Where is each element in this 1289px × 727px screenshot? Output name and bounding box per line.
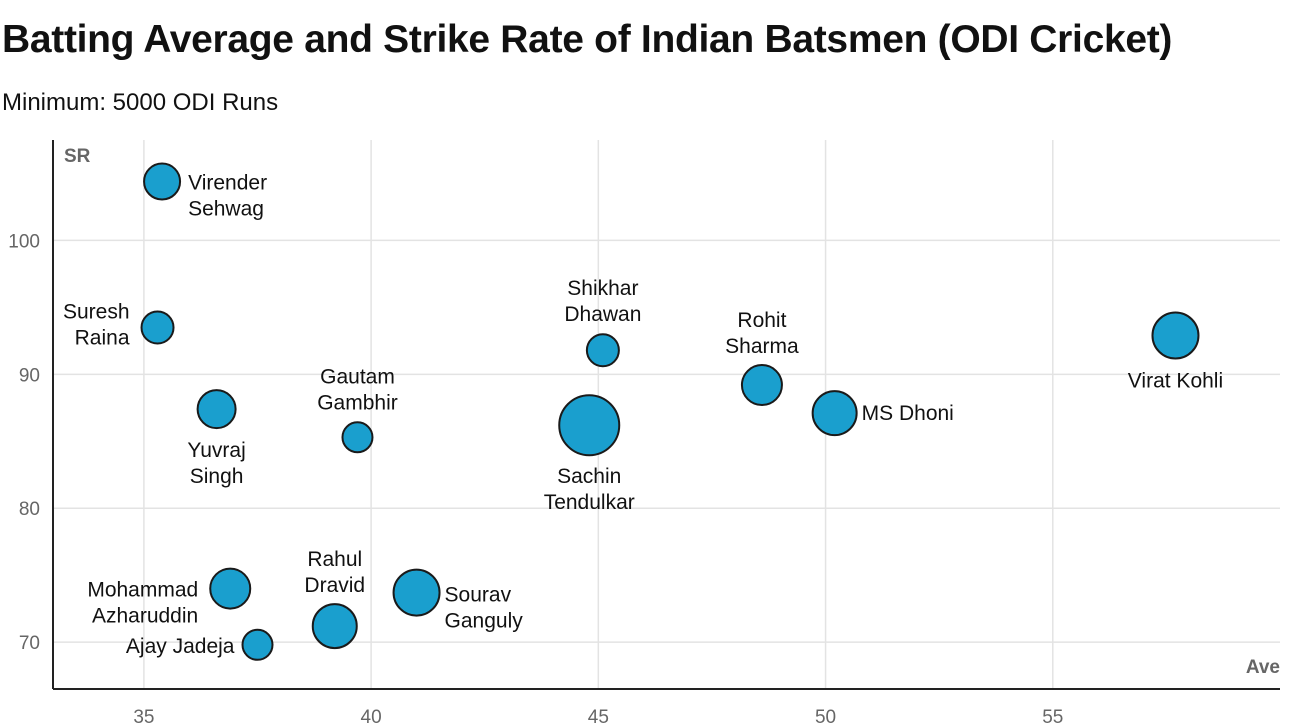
axes	[52, 140, 1280, 690]
point-virat-kohli	[1151, 311, 1200, 360]
label-shikhar-dhawan: Shikhar Dhawan	[564, 277, 641, 326]
point-suresh-raina	[140, 310, 175, 345]
x-tick-label: 35	[133, 707, 154, 727]
y-tick-label: 70	[19, 633, 40, 654]
point-rohit-sharma	[740, 364, 783, 407]
point-ajay-jadeja	[241, 628, 274, 661]
point-sachin-tendulkar	[558, 394, 621, 457]
label-gautam-gambhir: Gautam Gambhir	[317, 365, 398, 414]
x-tick-label: 55	[1042, 707, 1063, 727]
point-yuvraj-singh	[196, 389, 237, 430]
point-rahul-dravid	[311, 603, 358, 650]
point-virender-sehwag	[143, 162, 182, 201]
label-yuvraj-singh: Yuvraj Singh	[187, 439, 245, 488]
x-tick-label: 40	[361, 707, 382, 727]
label-ajay-jadeja: Ajay Jadeja	[126, 635, 235, 658]
data-points	[140, 162, 1200, 661]
chart-subtitle: Minimum: 5000 ODI Runs	[2, 89, 279, 116]
point-gautam-gambhir	[341, 421, 374, 454]
x-tick-label: 50	[815, 707, 836, 727]
y-tick-label: 100	[8, 231, 40, 252]
y-axis-title: SR	[64, 146, 91, 167]
point-sourav-ganguly	[392, 568, 441, 617]
y-tick-label: 90	[19, 365, 40, 386]
point-labels: Virender Sehwag Suresh Raina Yuvraj Singh Gaut…	[63, 172, 1223, 658]
x-axis-title: Ave	[1246, 657, 1280, 678]
point-shikhar-dhawan	[585, 333, 620, 368]
chart-title: Batting Average and Strike Rate of India…	[2, 18, 1173, 61]
label-virender-sehwag: Virender Sehwag	[188, 172, 267, 221]
label-mohammad-azharuddin: Mohammad Azharuddin	[87, 579, 198, 628]
point-mohammad-azharuddin	[209, 567, 252, 610]
point-ms-dhoni	[811, 390, 858, 437]
label-rohit-sharma: Rohit Sharma	[725, 309, 799, 358]
tick-labels: 35 40 45 50 55 70 80 90 100	[8, 231, 1063, 727]
label-sachin-tendulkar: Sachin Tendulkar	[544, 465, 635, 514]
label-sourav-ganguly: Sourav Ganguly	[445, 584, 524, 633]
label-ms-dhoni: MS Dhoni	[862, 402, 954, 425]
label-virat-kohli: Virat Kohli	[1128, 369, 1223, 392]
label-suresh-raina: Suresh Raina	[63, 300, 130, 349]
y-tick-label: 80	[19, 499, 40, 520]
label-rahul-dravid: Rahul Dravid	[304, 548, 365, 597]
x-tick-label: 45	[588, 707, 609, 727]
